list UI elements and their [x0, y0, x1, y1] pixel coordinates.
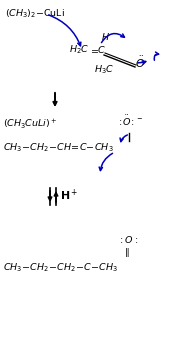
- Text: $H$: $H$: [101, 31, 110, 42]
- Text: $\|$: $\|$: [124, 246, 130, 259]
- Text: $(CH_3CuLi)^+$: $(CH_3CuLi)^+$: [3, 117, 57, 131]
- Text: $CH_3\!-\!CH_2\!-\!CH_2\!-\!C\!-\!CH_3$: $CH_3\!-\!CH_2\!-\!CH_2\!-\!C\!-\!CH_3$: [3, 261, 118, 274]
- Text: $:\!\ddot{O}\!:^-$: $:\!\ddot{O}\!:^-$: [117, 114, 143, 128]
- Text: $H_2C$: $H_2C$: [69, 44, 89, 57]
- Text: $:O:$: $:O:$: [118, 234, 138, 245]
- Text: $CH_3\!-\!CH_2\!-\!CH\!=\!C\!-\!CH_3$: $CH_3\!-\!CH_2\!-\!CH\!=\!C\!-\!CH_3$: [3, 141, 114, 153]
- Text: $=$: $=$: [89, 46, 100, 55]
- Text: $C$: $C$: [97, 44, 106, 55]
- Text: $H_3C$: $H_3C$: [94, 63, 114, 75]
- Text: $\ddot{O}$: $\ddot{O}$: [135, 55, 145, 70]
- Text: $(CH_3)_2$$-$CuLi: $(CH_3)_2$$-$CuLi: [5, 7, 65, 20]
- Text: $\mathbf{H}^+$: $\mathbf{H}^+$: [60, 188, 78, 203]
